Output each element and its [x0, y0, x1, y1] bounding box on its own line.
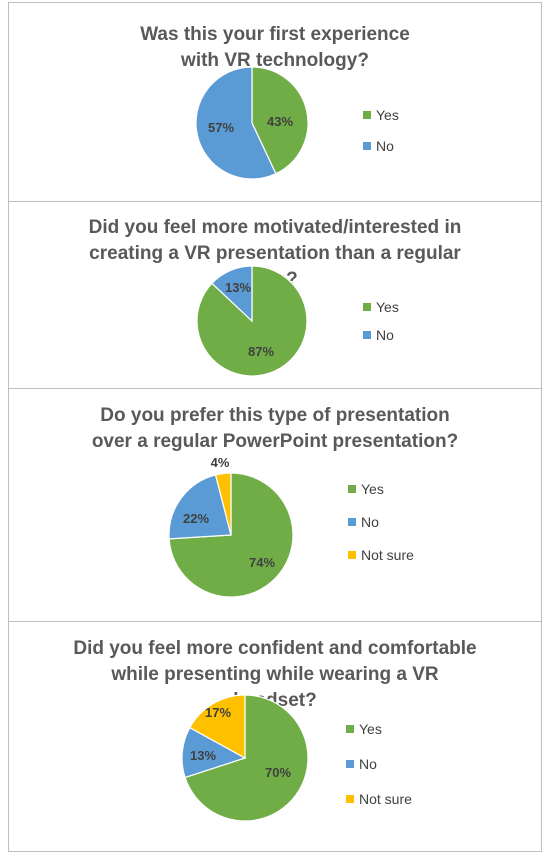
legend-label: No [376, 138, 394, 154]
data-label: 70% [265, 765, 291, 780]
chart-panel-2: Did you feel more motivated/interested i… [8, 201, 542, 389]
data-label: 22% [183, 511, 209, 526]
chart-panel-4: Did you feel more confident and comforta… [8, 621, 542, 852]
chart-panel-3: Do you prefer this type of presentation … [8, 388, 542, 622]
legend-swatch [363, 142, 371, 150]
legend-swatch [346, 760, 354, 768]
legend-swatch [363, 331, 371, 339]
pie-chart: 43% 57% [195, 66, 309, 180]
legend-label: No [376, 327, 394, 343]
data-label: 17% [205, 705, 231, 720]
data-label: 74% [249, 555, 275, 570]
legend-swatch [348, 485, 356, 493]
data-label: 13% [190, 748, 216, 763]
pie-slice-no [211, 265, 253, 323]
pie-slice-yes [251, 66, 309, 175]
chart-panel-1: Was this your first experience with VR t… [8, 2, 542, 202]
legend-label: Not sure [359, 791, 412, 807]
data-label: 13% [225, 280, 251, 295]
legend-label: Yes [376, 107, 399, 123]
pie-slice-not-sure [214, 472, 232, 536]
legend-label: No [359, 756, 377, 772]
pie-slice-not-sure [188, 694, 246, 760]
pie-slice-no [168, 474, 232, 540]
pie-slice-no [195, 66, 277, 180]
chart-title: Do you prefer this type of presentation … [91, 405, 459, 452]
legend-label: Yes [361, 481, 384, 497]
legend-label: Yes [376, 299, 399, 315]
legend-swatch [348, 551, 356, 559]
pie-chart: 74% 22% 4% [168, 455, 294, 598]
data-label: 87% [248, 344, 274, 359]
legend-swatch [363, 303, 371, 311]
legend-label: Yes [359, 721, 382, 737]
legend-swatch [348, 518, 356, 526]
legend-label: No [361, 514, 379, 530]
data-label: 57% [208, 120, 234, 135]
legend-label: Not sure [361, 547, 414, 563]
data-label: 43% [267, 114, 293, 129]
legend-swatch [363, 111, 371, 119]
pie-slice-yes [184, 694, 309, 822]
legend-swatch [346, 725, 354, 733]
legend-swatch [346, 795, 354, 803]
chart-title: Was this your first experience with VR t… [140, 24, 410, 71]
chart-title: Did you feel more motivated/interested i… [88, 217, 462, 290]
pie-chart: 70% 13% 17% [181, 694, 309, 822]
pie-chart: 87% 13% [196, 265, 308, 377]
data-label: 4% [211, 455, 230, 470]
